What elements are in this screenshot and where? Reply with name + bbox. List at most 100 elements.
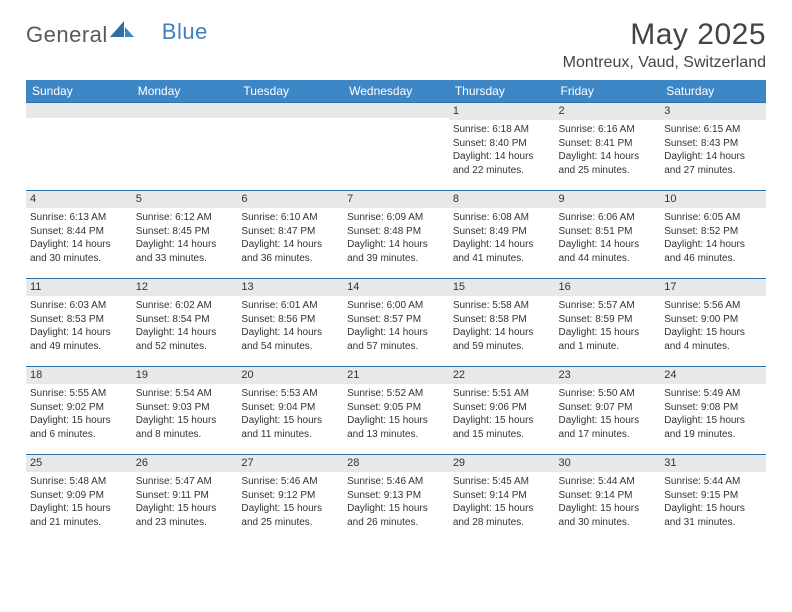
day-number: 11 bbox=[26, 279, 132, 296]
daylight-text-1: Daylight: 15 hours bbox=[136, 502, 234, 516]
sunset-text: Sunset: 8:41 PM bbox=[559, 137, 657, 151]
daylight-text-1: Daylight: 14 hours bbox=[559, 150, 657, 164]
sunset-text: Sunset: 9:08 PM bbox=[664, 401, 762, 415]
daylight-text-1: Daylight: 15 hours bbox=[347, 502, 445, 516]
sunrise-text: Sunrise: 6:12 AM bbox=[136, 211, 234, 225]
title-block: May 2025 Montreux, Vaud, Switzerland bbox=[563, 18, 766, 72]
daylight-text-1: Daylight: 14 hours bbox=[347, 238, 445, 252]
sunrise-text: Sunrise: 6:03 AM bbox=[30, 299, 128, 313]
daylight-text-1: Daylight: 14 hours bbox=[136, 238, 234, 252]
daylight-text-2: and 21 minutes. bbox=[30, 516, 128, 530]
daylight-text-1: Daylight: 15 hours bbox=[347, 414, 445, 428]
day-data: Sunrise: 5:44 AMSunset: 9:15 PMDaylight:… bbox=[660, 472, 766, 531]
daylight-text-2: and 23 minutes. bbox=[136, 516, 234, 530]
sunrise-text: Sunrise: 5:44 AM bbox=[559, 475, 657, 489]
daylight-text-2: and 19 minutes. bbox=[664, 428, 762, 442]
calendar-day-cell: 17Sunrise: 5:56 AMSunset: 9:00 PMDayligh… bbox=[660, 279, 766, 367]
sunset-text: Sunset: 9:12 PM bbox=[241, 489, 339, 503]
day-data: Sunrise: 6:18 AMSunset: 8:40 PMDaylight:… bbox=[449, 120, 555, 179]
day-number: 25 bbox=[26, 455, 132, 472]
day-number: 20 bbox=[237, 367, 343, 384]
sunrise-text: Sunrise: 5:44 AM bbox=[664, 475, 762, 489]
daylight-text-1: Daylight: 14 hours bbox=[664, 238, 762, 252]
daylight-text-2: and 25 minutes. bbox=[559, 164, 657, 178]
sunset-text: Sunset: 8:48 PM bbox=[347, 225, 445, 239]
day-number: 2 bbox=[555, 103, 661, 120]
day-number: 17 bbox=[660, 279, 766, 296]
calendar-day-cell bbox=[343, 103, 449, 191]
day-data: Sunrise: 5:46 AMSunset: 9:13 PMDaylight:… bbox=[343, 472, 449, 531]
day-number: 13 bbox=[237, 279, 343, 296]
day-data: Sunrise: 5:47 AMSunset: 9:11 PMDaylight:… bbox=[132, 472, 238, 531]
day-data: Sunrise: 6:16 AMSunset: 8:41 PMDaylight:… bbox=[555, 120, 661, 179]
day-number: 21 bbox=[343, 367, 449, 384]
sunset-text: Sunset: 9:11 PM bbox=[136, 489, 234, 503]
day-data: Sunrise: 5:53 AMSunset: 9:04 PMDaylight:… bbox=[237, 384, 343, 443]
day-data: Sunrise: 6:03 AMSunset: 8:53 PMDaylight:… bbox=[26, 296, 132, 355]
sunrise-text: Sunrise: 5:54 AM bbox=[136, 387, 234, 401]
day-number: 1 bbox=[449, 103, 555, 120]
sunrise-text: Sunrise: 6:15 AM bbox=[664, 123, 762, 137]
daylight-text-2: and 52 minutes. bbox=[136, 340, 234, 354]
sunrise-text: Sunrise: 6:08 AM bbox=[453, 211, 551, 225]
calendar-week-row: 18Sunrise: 5:55 AMSunset: 9:02 PMDayligh… bbox=[26, 367, 766, 455]
sunrise-text: Sunrise: 6:13 AM bbox=[30, 211, 128, 225]
day-data: Sunrise: 5:54 AMSunset: 9:03 PMDaylight:… bbox=[132, 384, 238, 443]
calendar-day-cell: 13Sunrise: 6:01 AMSunset: 8:56 PMDayligh… bbox=[237, 279, 343, 367]
daylight-text-1: Daylight: 15 hours bbox=[559, 414, 657, 428]
daylight-text-1: Daylight: 15 hours bbox=[30, 502, 128, 516]
calendar-day-cell bbox=[26, 103, 132, 191]
calendar-day-cell: 15Sunrise: 5:58 AMSunset: 8:58 PMDayligh… bbox=[449, 279, 555, 367]
calendar-day-cell: 7Sunrise: 6:09 AMSunset: 8:48 PMDaylight… bbox=[343, 191, 449, 279]
calendar-day-cell: 20Sunrise: 5:53 AMSunset: 9:04 PMDayligh… bbox=[237, 367, 343, 455]
calendar-day-cell: 29Sunrise: 5:45 AMSunset: 9:14 PMDayligh… bbox=[449, 455, 555, 543]
daylight-text-1: Daylight: 14 hours bbox=[241, 238, 339, 252]
calendar-day-cell: 5Sunrise: 6:12 AMSunset: 8:45 PMDaylight… bbox=[132, 191, 238, 279]
daylight-text-2: and 22 minutes. bbox=[453, 164, 551, 178]
calendar-day-cell: 11Sunrise: 6:03 AMSunset: 8:53 PMDayligh… bbox=[26, 279, 132, 367]
daylight-text-1: Daylight: 15 hours bbox=[559, 326, 657, 340]
sunset-text: Sunset: 8:56 PM bbox=[241, 313, 339, 327]
calendar-day-cell: 2Sunrise: 6:16 AMSunset: 8:41 PMDaylight… bbox=[555, 103, 661, 191]
calendar-day-cell: 16Sunrise: 5:57 AMSunset: 8:59 PMDayligh… bbox=[555, 279, 661, 367]
daylight-text-1: Daylight: 14 hours bbox=[453, 326, 551, 340]
day-data: Sunrise: 6:06 AMSunset: 8:51 PMDaylight:… bbox=[555, 208, 661, 267]
daylight-text-1: Daylight: 15 hours bbox=[664, 414, 762, 428]
day-data: Sunrise: 6:09 AMSunset: 8:48 PMDaylight:… bbox=[343, 208, 449, 267]
daylight-text-2: and 28 minutes. bbox=[453, 516, 551, 530]
daylight-text-2: and 33 minutes. bbox=[136, 252, 234, 266]
daylight-text-1: Daylight: 15 hours bbox=[664, 502, 762, 516]
location-text: Montreux, Vaud, Switzerland bbox=[563, 54, 766, 72]
sunset-text: Sunset: 8:51 PM bbox=[559, 225, 657, 239]
calendar-body: 1Sunrise: 6:18 AMSunset: 8:40 PMDaylight… bbox=[26, 103, 766, 543]
sunset-text: Sunset: 8:58 PM bbox=[453, 313, 551, 327]
daylight-text-2: and 8 minutes. bbox=[136, 428, 234, 442]
calendar-day-cell: 26Sunrise: 5:47 AMSunset: 9:11 PMDayligh… bbox=[132, 455, 238, 543]
day-data: Sunrise: 6:10 AMSunset: 8:47 PMDaylight:… bbox=[237, 208, 343, 267]
day-number: 30 bbox=[555, 455, 661, 472]
sunset-text: Sunset: 8:44 PM bbox=[30, 225, 128, 239]
daylight-text-1: Daylight: 15 hours bbox=[136, 414, 234, 428]
day-number bbox=[343, 103, 449, 118]
day-number bbox=[132, 103, 238, 118]
sunset-text: Sunset: 9:14 PM bbox=[453, 489, 551, 503]
daylight-text-2: and 17 minutes. bbox=[559, 428, 657, 442]
sunset-text: Sunset: 8:59 PM bbox=[559, 313, 657, 327]
sunrise-text: Sunrise: 6:09 AM bbox=[347, 211, 445, 225]
day-number: 9 bbox=[555, 191, 661, 208]
weekday-header: Friday bbox=[555, 80, 661, 103]
sunrise-text: Sunrise: 6:18 AM bbox=[453, 123, 551, 137]
sunrise-text: Sunrise: 6:10 AM bbox=[241, 211, 339, 225]
calendar-page: General Blue May 2025 Montreux, Vaud, Sw… bbox=[0, 0, 792, 553]
sunrise-text: Sunrise: 5:47 AM bbox=[136, 475, 234, 489]
daylight-text-1: Daylight: 15 hours bbox=[241, 502, 339, 516]
daylight-text-2: and 30 minutes. bbox=[559, 516, 657, 530]
daylight-text-2: and 27 minutes. bbox=[664, 164, 762, 178]
daylight-text-1: Daylight: 15 hours bbox=[559, 502, 657, 516]
brand-part1: General bbox=[26, 22, 108, 48]
day-data: Sunrise: 5:57 AMSunset: 8:59 PMDaylight:… bbox=[555, 296, 661, 355]
daylight-text-2: and 1 minute. bbox=[559, 340, 657, 354]
day-data: Sunrise: 6:05 AMSunset: 8:52 PMDaylight:… bbox=[660, 208, 766, 267]
sunrise-text: Sunrise: 5:58 AM bbox=[453, 299, 551, 313]
day-number: 29 bbox=[449, 455, 555, 472]
